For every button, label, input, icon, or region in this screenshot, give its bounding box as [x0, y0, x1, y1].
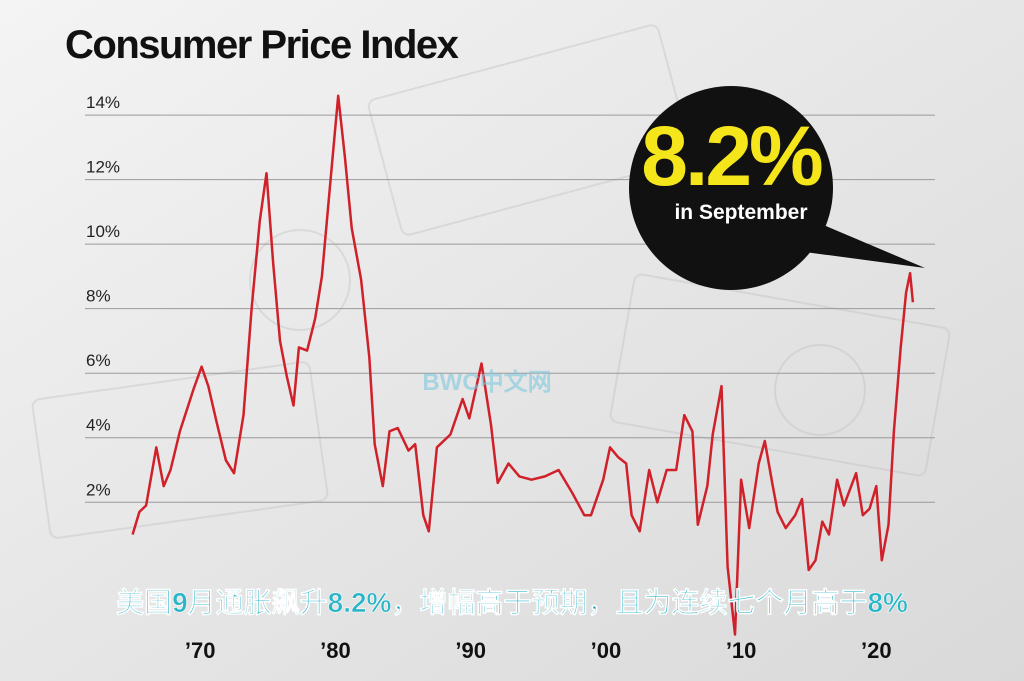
y-tick-label: 4% — [86, 416, 111, 435]
callout-headline: 8.2% — [641, 109, 822, 203]
chart-title: Consumer Price Index — [65, 23, 459, 67]
x-tick-label: ’00 — [591, 638, 622, 663]
callout-bubble — [629, 86, 833, 290]
watermark: BWC中文网 — [422, 368, 551, 396]
y-tick-label: 12% — [86, 158, 120, 177]
x-tick-label: ’90 — [455, 638, 486, 663]
y-tick-label: 6% — [86, 351, 111, 370]
y-tick-label: 14% — [86, 93, 120, 112]
x-tick-label: ’10 — [726, 638, 757, 663]
y-tick-label: 8% — [86, 287, 111, 306]
y-tick-label: 2% — [86, 480, 111, 499]
x-tick-label: ’70 — [185, 638, 216, 663]
y-tick-label: 10% — [86, 222, 120, 241]
x-tick-label: ’80 — [320, 638, 351, 663]
x-tick-label: ’20 — [861, 638, 892, 663]
cpi-line — [131, 94, 915, 636]
callout-text: in September — [674, 201, 807, 224]
caption: 美国9月通胀飙升8.2%，增幅高于预期，且为连续七个月高于8% — [116, 587, 908, 618]
